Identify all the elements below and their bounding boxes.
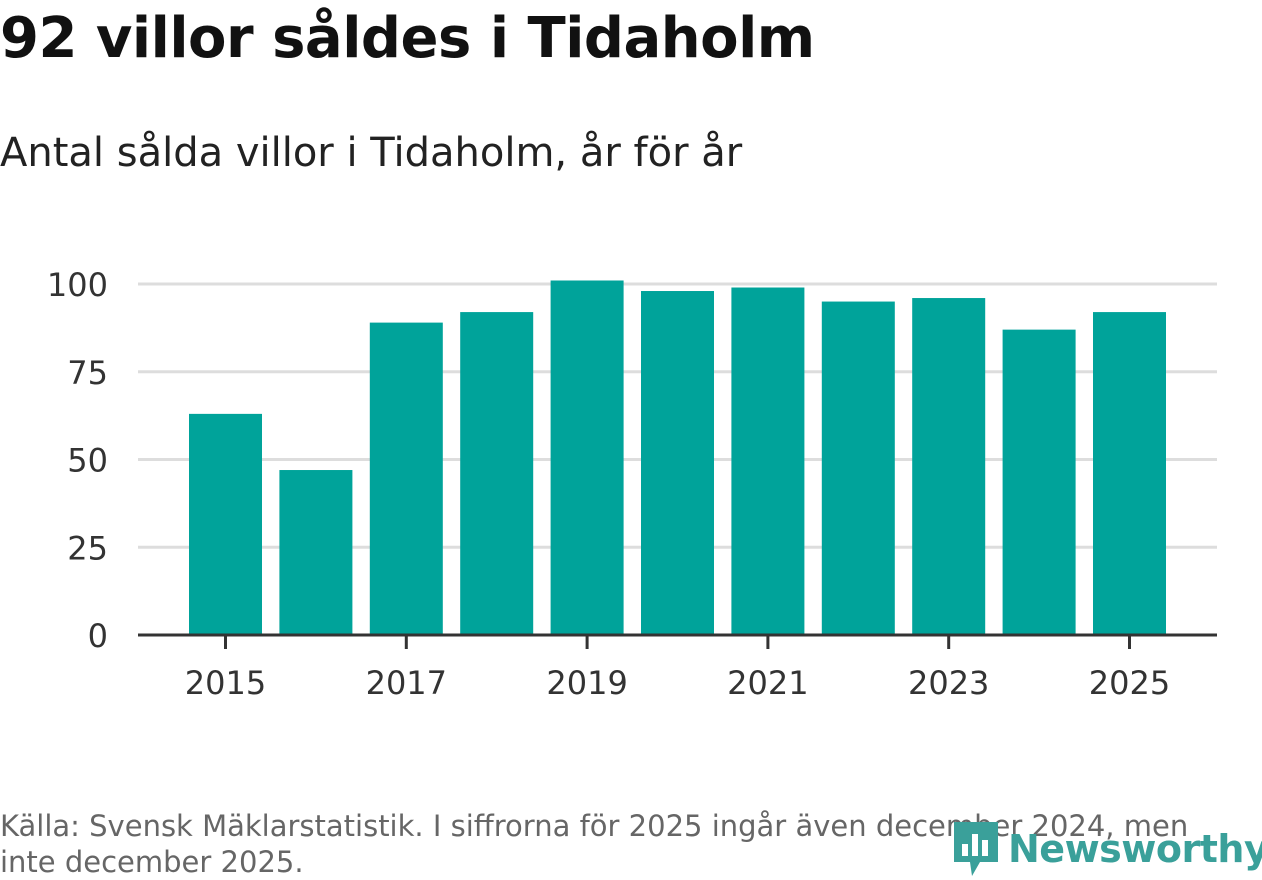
y-tick-label-75: 75 xyxy=(67,354,108,392)
x-tick-label-2015: 2015 xyxy=(185,664,266,702)
bar-2019 xyxy=(550,280,624,635)
bar-2025 xyxy=(1093,312,1166,635)
bar-2022 xyxy=(821,301,895,635)
bar-2024 xyxy=(1002,329,1076,635)
bar-2023 xyxy=(912,298,986,635)
axes xyxy=(138,633,1217,649)
x-tick-label-2025: 2025 xyxy=(1089,664,1170,702)
bar-2020 xyxy=(641,291,714,635)
y-tick-label-50: 50 xyxy=(67,442,108,480)
bar-2015 xyxy=(189,413,262,635)
newsworthy-logo: Newsworthy xyxy=(950,818,1262,880)
bar-2018 xyxy=(460,312,534,635)
y-tick-label-0: 0 xyxy=(88,617,108,655)
newsworthy-logo-icon xyxy=(954,822,998,876)
bar-2017 xyxy=(369,322,443,635)
bar-2016 xyxy=(279,470,353,635)
x-tick-label-2021: 2021 xyxy=(727,664,808,702)
tick-labels: 0 25 50 75 100 2015 2017 2019 2021 2023 2025 xyxy=(47,266,1170,702)
x-tick-label-2017: 2017 xyxy=(366,664,447,702)
bar-2021 xyxy=(731,287,805,635)
bars xyxy=(189,280,1166,635)
chart-title: 92 villor såldes i Tidaholm xyxy=(0,6,815,71)
x-tick-label-2023: 2023 xyxy=(908,664,989,702)
y-tick-label-100: 100 xyxy=(47,266,108,304)
chart-subtitle: Antal sålda villor i Tidaholm, år för år xyxy=(0,130,743,176)
y-tick-label-25: 25 xyxy=(67,529,108,567)
newsworthy-logo-text: Newsworthy xyxy=(1008,827,1262,871)
x-tick-label-2019: 2019 xyxy=(546,664,627,702)
